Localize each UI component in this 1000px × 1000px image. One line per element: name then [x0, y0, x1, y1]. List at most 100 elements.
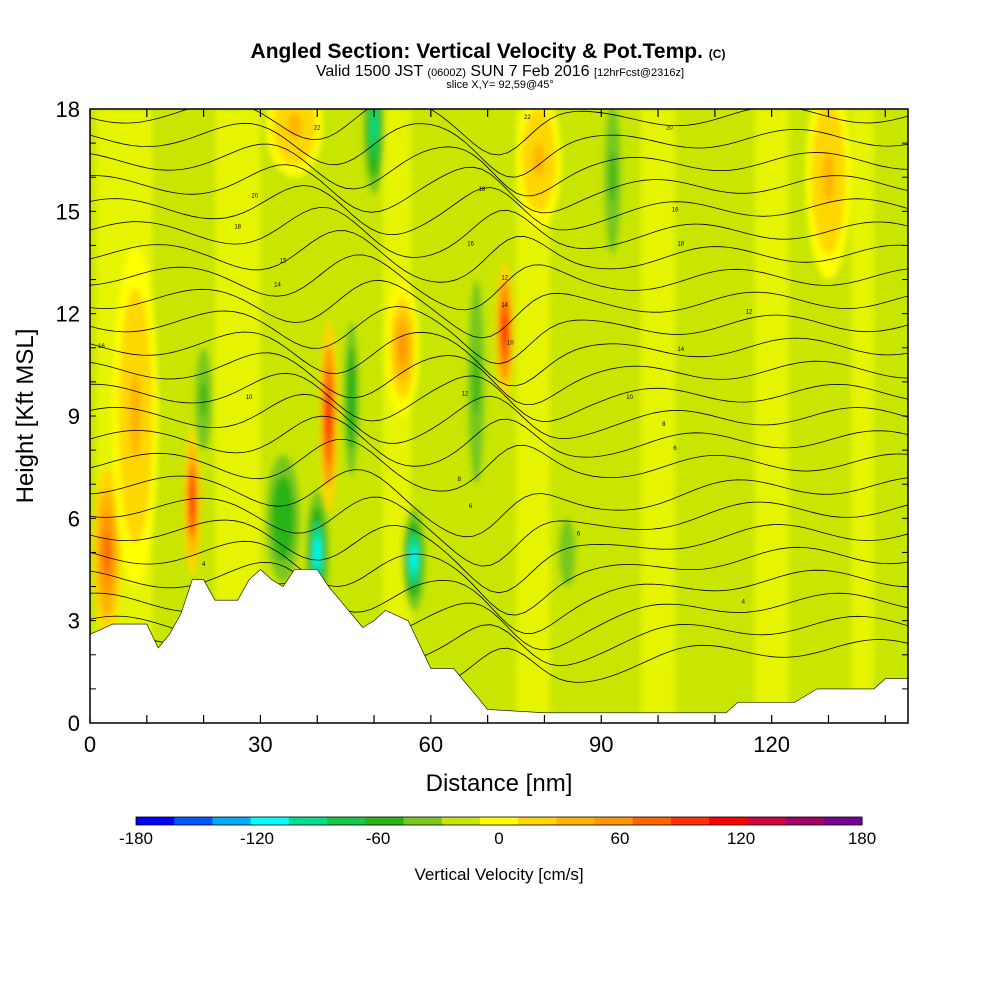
colorbar-tick-label: 120 [727, 829, 755, 848]
chart-slice-info: slice X,Y= 92,59@45° [446, 79, 554, 91]
colorbar-swatch [365, 817, 404, 825]
theta-contours [90, 109, 908, 689]
y-tick-label: 6 [68, 506, 80, 531]
x-tick-label: 0 [84, 732, 96, 757]
contour-label: 4 [202, 562, 206, 568]
contour-label: 4 [742, 600, 746, 606]
x-tick-label: 90 [589, 732, 613, 757]
x-tick-label: 30 [248, 732, 272, 757]
neutral-band [754, 109, 789, 723]
updraft-cell [822, 151, 835, 203]
contour-label: 18 [479, 187, 486, 193]
colorbar-swatch [288, 817, 328, 825]
contour-label: 12 [462, 392, 469, 398]
downdraft-cell [371, 109, 377, 144]
colorbar: -180 -120 -60 0 60 120 180 [119, 816, 876, 848]
theta-contour [90, 230, 908, 283]
contour-label: 10 [626, 395, 633, 401]
contour-label: 16 [98, 344, 105, 350]
updraft-cell [287, 113, 302, 139]
contour-labels: 16 10 4 14 15 18 20 22 16 18 12 14 10 12 8 6 6 10 8 6 18 16 20… [98, 115, 753, 605]
theta-contour [90, 496, 908, 567]
contour-label: 12 [501, 276, 508, 282]
downdraft-cell [473, 347, 480, 416]
contour-label: 6 [469, 504, 473, 510]
contour-label: 18 [677, 241, 684, 247]
contour-label: 8 [662, 422, 666, 428]
contour-label: 20 [666, 125, 673, 131]
theta-contour [90, 393, 908, 444]
downdraft-cell [277, 497, 289, 540]
theta-contour [90, 415, 908, 467]
theta-contour [90, 185, 908, 236]
contour-label: 10 [507, 340, 514, 346]
updraft-cell [129, 373, 142, 459]
colorbar-swatch [594, 817, 634, 825]
colorbar-swatch [556, 817, 596, 825]
colorbar-swatch [174, 817, 213, 825]
contour-label: 10 [246, 395, 253, 401]
colorbar-swatch [632, 817, 672, 825]
theta-contour [90, 519, 908, 594]
theta-contour [90, 540, 908, 616]
theta-contour [90, 469, 908, 538]
contour-label: 12 [746, 310, 753, 316]
theta-contour [90, 143, 908, 197]
y-tick-label: 18 [56, 97, 80, 122]
contour-label: 14 [501, 303, 508, 309]
colorbar-swatch [212, 817, 252, 825]
theta-contour [90, 372, 908, 422]
updraft-cell [502, 313, 507, 348]
updraft-cell [398, 330, 407, 365]
colorbar-tick-label: 60 [611, 829, 630, 848]
updraft-cell [103, 531, 111, 574]
contour-label: 22 [314, 125, 321, 131]
colorbar-swatch [518, 817, 557, 825]
theta-contour [90, 352, 908, 405]
y-tick-label: 0 [68, 711, 80, 736]
neutral-band [641, 109, 676, 723]
colorbar-swatch [327, 817, 366, 825]
y-tick-label: 12 [56, 302, 80, 327]
neutral-band [851, 109, 874, 723]
theta-contour [90, 561, 908, 634]
colorbar-swatch [479, 817, 519, 825]
x-tick-label: 60 [419, 732, 443, 757]
x-tick-label: 120 [753, 732, 790, 757]
colorbar-frame [135, 816, 863, 826]
y-tick-label: 9 [68, 404, 80, 429]
contour-label: 6 [577, 531, 581, 537]
colorbar-swatch [136, 817, 175, 825]
chart-title: Angled Section: Vertical Velocity & Pot.… [251, 40, 726, 63]
colorbar-swatch [441, 817, 481, 825]
downdraft-cell [200, 381, 207, 417]
y-axis: 0 3 6 9 12 15 18 [56, 97, 908, 736]
terrain [90, 569, 908, 723]
x-axis-label: Distance [nm] [426, 770, 573, 797]
downdraft-cell [314, 537, 321, 568]
theta-contour [90, 331, 908, 387]
plot-area: 16 10 4 14 15 18 20 22 16 18 12 14 10 12 8 6 6 10 8 6 18 16 20… [90, 109, 908, 723]
x-axis: 0 30 60 90 120 [84, 109, 886, 757]
contour-label: 14 [677, 347, 684, 353]
chart-valid-time: Valid 1500 JST (0600Z) SUN 7 Feb 2016 [1… [316, 63, 684, 80]
theta-contour [90, 122, 908, 178]
y-tick-label: 3 [68, 609, 80, 634]
downdraft-cell [410, 546, 417, 573]
downdraft-cell [609, 151, 616, 203]
contour-label: 18 [234, 224, 241, 230]
colorbar-tick-label: 180 [848, 829, 876, 848]
contour-label: 8 [458, 477, 462, 483]
colorbar-label: Vertical Velocity [cm/s] [414, 865, 583, 884]
contour-label: 22 [524, 115, 531, 121]
theta-contour [90, 439, 908, 492]
theta-contour [90, 279, 908, 339]
contour-label: 16 [672, 207, 679, 213]
y-tick-label: 15 [56, 199, 80, 224]
colorbar-swatch [747, 817, 787, 825]
theta-contour [90, 206, 908, 259]
updraft-cell [326, 392, 331, 440]
colorbar-swatch [785, 817, 825, 825]
colorbar-swatch [670, 817, 710, 825]
